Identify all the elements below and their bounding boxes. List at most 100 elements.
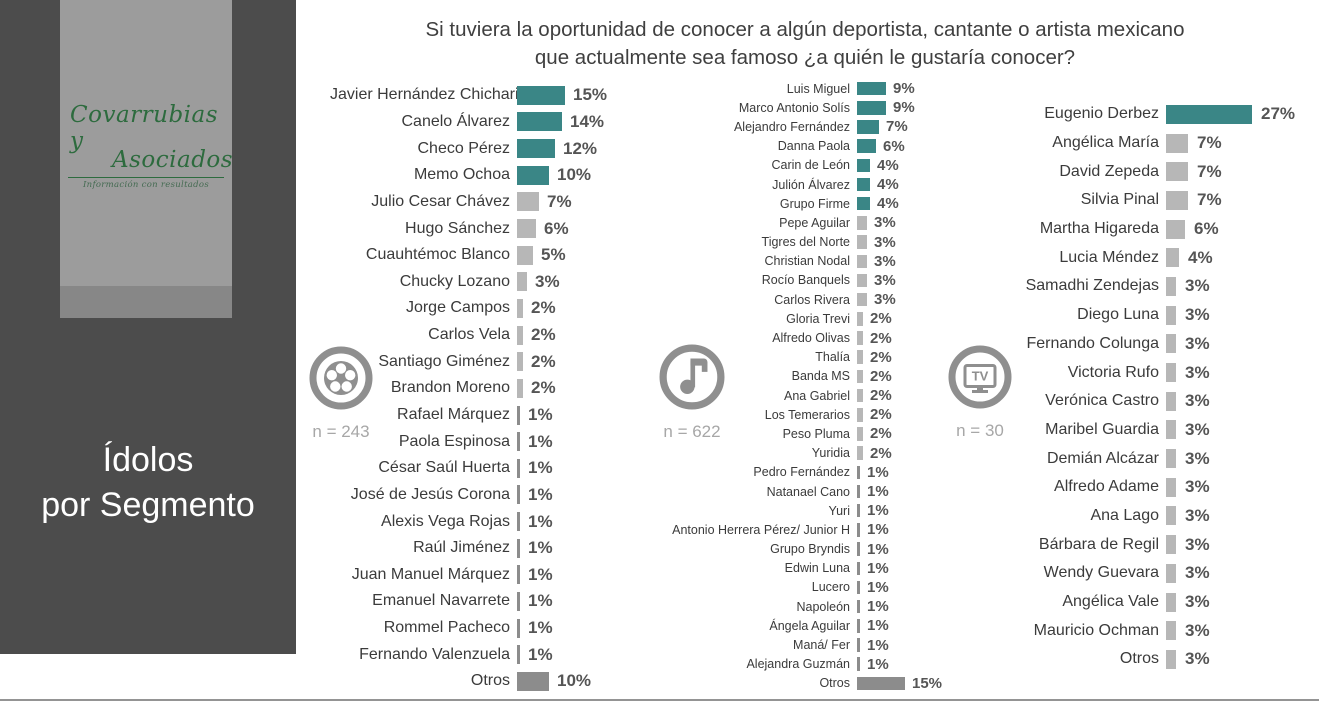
bar (517, 512, 520, 532)
chart-row: Ana Lago 3% (1000, 502, 1295, 531)
value-label: 1% (867, 617, 889, 635)
value-label: 2% (870, 367, 892, 385)
chart-row: Fernando Valenzuela 1% (330, 641, 607, 668)
bar (517, 298, 523, 318)
value-label: 1% (867, 521, 889, 539)
chart-row: Martha Higareda 6% (1000, 215, 1295, 244)
value-label: 4% (877, 156, 899, 174)
bar (517, 245, 533, 265)
chart-row: Marco Antonio Solís 9% (658, 98, 942, 117)
category-label: Edwin Luna (784, 561, 850, 576)
chart-row: Santiago Giménez 2% (330, 348, 607, 375)
category-label: Napoleón (796, 599, 850, 614)
value-label: 1% (867, 578, 889, 596)
category-label: Memo Ochoa (413, 166, 510, 184)
value-label: 15% (912, 674, 943, 692)
chart-row: Paola Espinosa 1% (330, 428, 607, 455)
chart-row: Raúl Jiménez 1% (330, 535, 607, 562)
value-label: 3% (1185, 391, 1210, 411)
category-label: Mauricio Ochman (1033, 621, 1159, 639)
value-label: 1% (528, 405, 553, 424)
bar (857, 350, 863, 364)
value-label: 2% (870, 348, 892, 366)
category-label: Verónica Castro (1045, 392, 1159, 410)
category-label: Fernando Colunga (1026, 334, 1159, 352)
category-label: Alfredo Olivas (772, 331, 850, 346)
bar (857, 561, 860, 576)
category-label: Alexis Vega Rojas (381, 512, 510, 530)
chart-row: Victoria Rufo 3% (1000, 358, 1295, 387)
value-label: 3% (1185, 505, 1210, 525)
value-label: 3% (1185, 419, 1210, 439)
bar (857, 657, 860, 671)
value-label: 7% (1197, 190, 1222, 210)
value-label: 2% (531, 351, 556, 371)
value-label: 12% (563, 138, 598, 158)
chart-row: Alejandro Fernández 7% (658, 117, 942, 136)
category-label: Santiago Giménez (378, 352, 510, 370)
value-label: 1% (867, 483, 889, 501)
chart-row: Los Temerarios 2% (658, 405, 942, 424)
value-label: 15% (573, 85, 608, 105)
value-label: 10% (557, 165, 592, 185)
category-label: David Zepeda (1059, 162, 1159, 180)
company-tagline: Información con resultados (83, 180, 209, 190)
value-label: 2% (870, 425, 892, 443)
value-label: 3% (1185, 620, 1210, 640)
category-label: Cuauhtémoc Blanco (365, 246, 510, 264)
soccer-ball-icon (296, 346, 386, 410)
chart-row: Alejandra Guzmán 1% (658, 655, 942, 674)
category-label: Banda MS (791, 369, 850, 384)
category-label: Carlos Vela (428, 326, 510, 344)
sports-segment-badge: n = 243 (296, 346, 386, 442)
bar (857, 408, 863, 422)
category-label: Jorge Campos (405, 299, 510, 317)
value-label: 1% (867, 502, 889, 520)
bar (517, 192, 539, 212)
category-label: Ángela Aguilar (769, 618, 850, 633)
value-label: 2% (531, 298, 556, 318)
category-label: Paola Espinosa (398, 432, 510, 450)
chart-row: Pepe Aguilar 3% (658, 213, 942, 232)
bar (857, 446, 863, 460)
chart-row: Grupo Bryndis 1% (658, 540, 942, 559)
category-label: Otros (819, 676, 850, 691)
chart-row: Ángela Aguilar 1% (658, 616, 942, 635)
value-label: 3% (1185, 305, 1210, 325)
bar (1166, 248, 1179, 268)
chart-row: Fernando Colunga 3% (1000, 330, 1295, 359)
chart-row: David Zepeda 7% (1000, 157, 1295, 186)
value-label: 3% (1185, 276, 1210, 296)
sample-size-label: n = 243 (312, 422, 370, 441)
value-label: 10% (557, 671, 592, 691)
bar (1166, 334, 1176, 354)
chart-row: Grupo Firme 4% (658, 194, 942, 213)
category-label: Wendy Guevara (1043, 564, 1159, 582)
category-label: Javier Hernández Chicharito (330, 86, 532, 104)
chart-row: Alexis Vega Rojas 1% (330, 508, 607, 535)
value-label: 3% (874, 252, 896, 270)
value-label: 3% (874, 233, 896, 251)
category-label: Victoria Rufo (1067, 363, 1159, 381)
chart-row: Brandon Moreno 2% (330, 375, 607, 402)
chart-row: Carin de León 4% (658, 156, 942, 175)
value-label: 3% (1185, 534, 1210, 554)
chart-row: Otros 15% (658, 674, 942, 693)
bar (517, 405, 520, 425)
music-note-icon (647, 344, 737, 410)
slide-section-title-line2: por Segmento (41, 486, 255, 524)
sample-size-label: n = 30 (956, 421, 1004, 440)
bar (1166, 305, 1176, 325)
value-label: 6% (1194, 219, 1219, 239)
value-label: 1% (528, 511, 553, 531)
tv-icon: TV (935, 345, 1025, 409)
bar (857, 388, 863, 403)
category-label: Chucky Lozano (399, 272, 510, 290)
chart-row: Otros 10% (330, 668, 607, 695)
category-label: Carlos Rivera (774, 292, 850, 307)
bar (857, 312, 863, 326)
chart-row: Antonio Herrera Pérez/ Junior H 1% (658, 520, 942, 539)
bar (517, 352, 523, 372)
value-label: 2% (870, 310, 892, 328)
bar (517, 432, 520, 452)
